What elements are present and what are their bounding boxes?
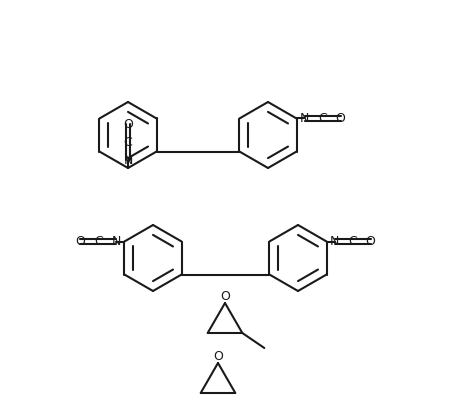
Text: O: O xyxy=(123,117,133,130)
Text: N: N xyxy=(330,235,339,248)
Text: C: C xyxy=(318,112,327,125)
Text: O: O xyxy=(213,350,223,362)
Text: N: N xyxy=(300,112,309,125)
Text: O: O xyxy=(336,112,345,125)
Text: N: N xyxy=(123,153,133,166)
Text: N: N xyxy=(112,235,121,248)
Text: O: O xyxy=(75,235,85,248)
Text: C: C xyxy=(123,135,133,148)
Text: C: C xyxy=(94,235,103,248)
Text: O: O xyxy=(365,235,375,248)
Text: O: O xyxy=(220,290,230,303)
Text: C: C xyxy=(348,235,357,248)
